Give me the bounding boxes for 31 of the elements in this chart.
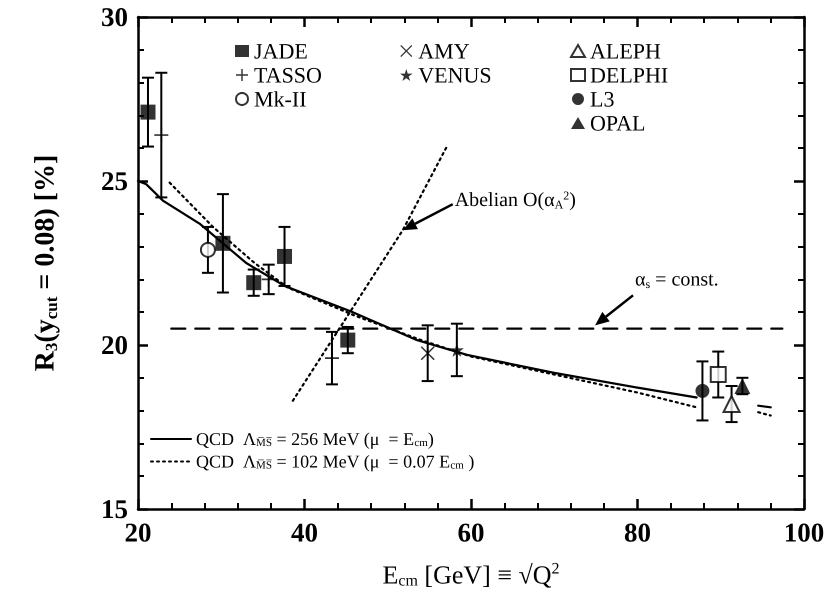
legend-label: ALEPH (590, 38, 661, 64)
point (154, 128, 168, 142)
x-tick-label: 100 (784, 518, 824, 548)
point (420, 346, 435, 360)
legend-label: AMY (418, 38, 470, 64)
legend-label: OPAL (590, 110, 646, 136)
y-axis-title: R3(ycut = 0.08) [%] (30, 154, 61, 372)
legend-label: Mk-II (254, 86, 307, 112)
x-tick-label: 40 (291, 518, 318, 548)
point (722, 395, 741, 414)
y-tick-label: 25 (101, 166, 128, 196)
legend-label: VENUS (418, 62, 492, 88)
legend-label: QCD ΛM̅S̅ = 102 MeV (μ = 0.07 Ecm ) (196, 452, 474, 472)
point (277, 248, 292, 264)
point (140, 104, 156, 120)
point (200, 242, 216, 258)
legend-label: TASSO (254, 62, 322, 88)
y-tick-label: 30 (101, 2, 128, 32)
legend-label: DELPHI (590, 62, 668, 88)
x-tick-label: 60 (458, 518, 484, 548)
point (340, 332, 356, 348)
point (695, 384, 710, 398)
point (324, 351, 339, 366)
legend-label: JADE (254, 38, 308, 64)
point (246, 275, 262, 290)
point (710, 366, 727, 384)
point (215, 236, 230, 251)
legend-label: QCD ΛM̅S̅ = 256 MeV (μ = Ecm) (196, 429, 434, 449)
y-tick-label: 20 (101, 330, 128, 360)
legend-label: L3 (590, 86, 614, 112)
x-tick-label: 80 (624, 518, 651, 548)
